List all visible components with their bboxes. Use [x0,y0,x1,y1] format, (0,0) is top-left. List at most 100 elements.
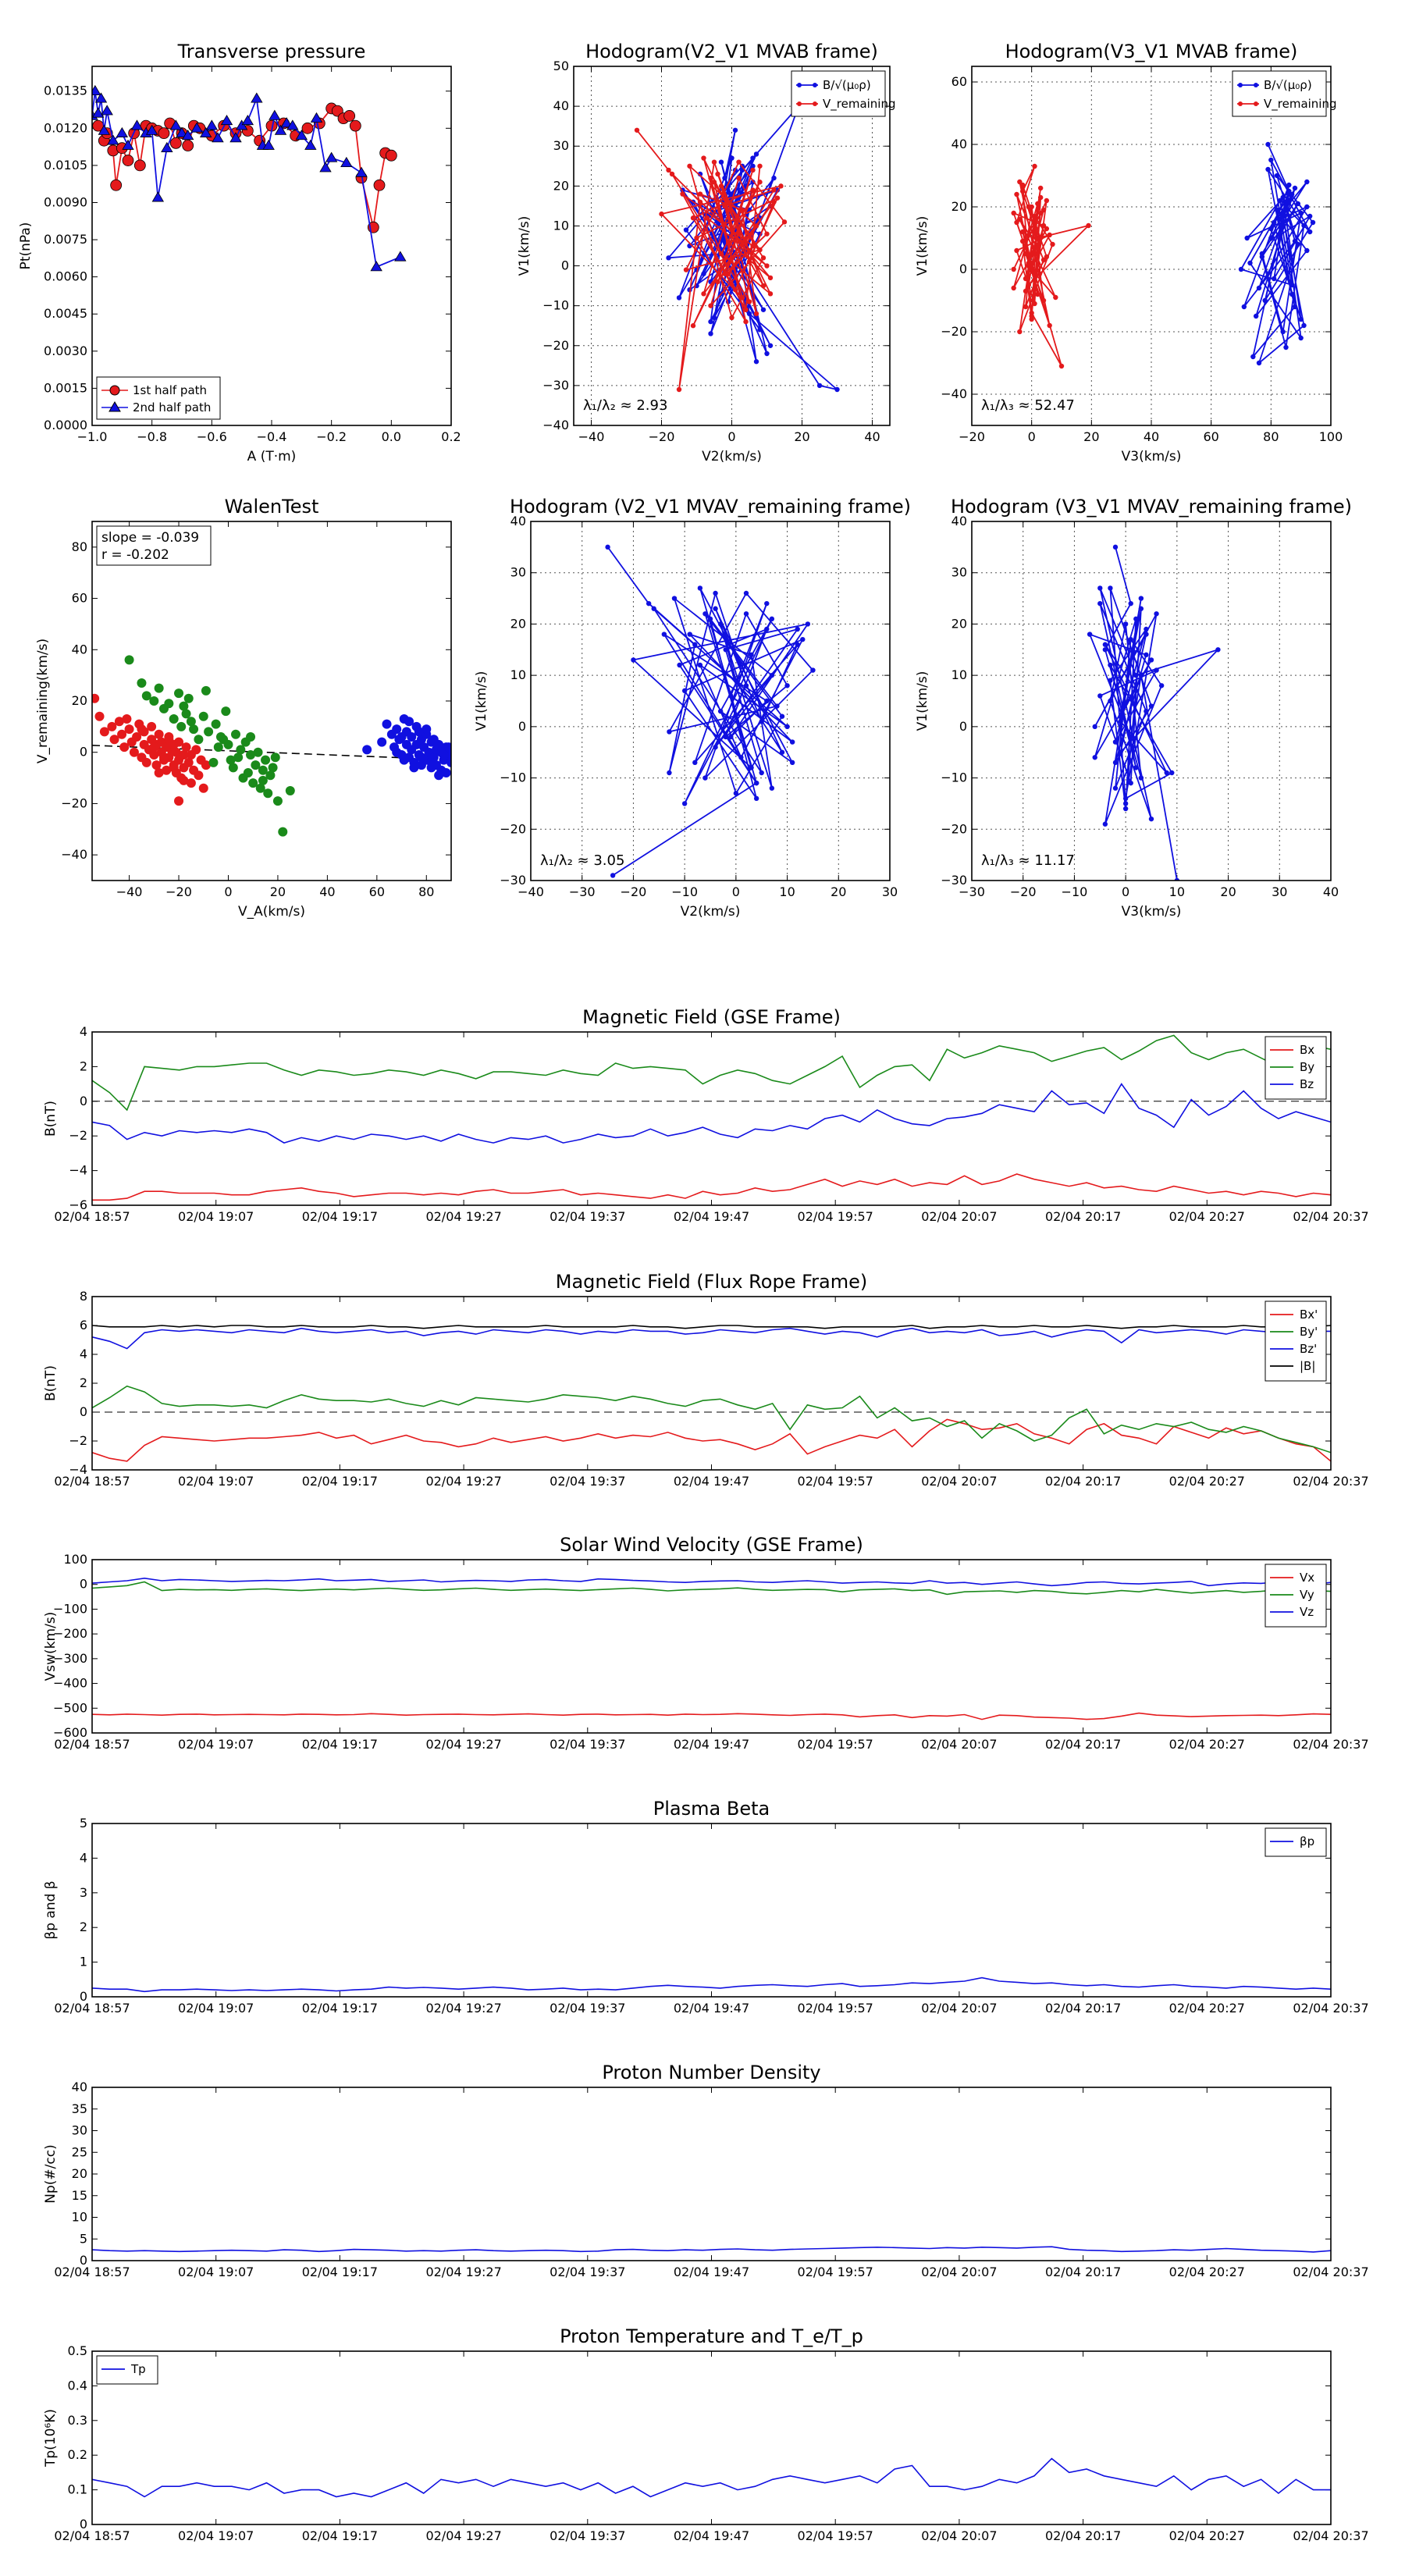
data-point [272,796,283,806]
data-point [757,247,763,253]
data-point [834,386,840,393]
stats-label: r = -0.202 [101,547,169,563]
data-point [717,708,724,714]
plot-area [634,103,840,393]
x-tick-label: 02/04 20:37 [1293,1737,1368,1752]
y-tick-label: −30 [542,378,569,393]
data-point [151,760,162,770]
data-point [646,600,652,607]
legend-label: By' [1300,1325,1318,1339]
data-point [174,796,184,806]
data-point [764,231,770,237]
data-point [1087,632,1093,637]
data-point [1097,600,1103,607]
data-point [736,175,742,181]
data-point [1044,226,1050,232]
data-point [1280,194,1286,201]
data-point [154,729,164,739]
chart-ts6: Proton Temperature and T_e/T_p 0 0.1 0.2 0.3… [43,2325,1369,2543]
legend-marker [108,401,121,412]
x-tick-label: 02/04 20:07 [921,1737,997,1752]
x-tick-label: 02/04 18:57 [54,2265,130,2279]
chart-ts3: Solar Wind Velocity (GSE Frame) −600 −500 −… [43,1534,1369,1752]
x-tick-label: 40 [1144,429,1159,444]
data-point [1133,765,1139,770]
legend [1264,1036,1327,1100]
data-point [671,596,678,601]
y-tick-label: 4 [80,1347,87,1361]
data-point [255,783,265,793]
data-point [151,191,165,202]
data-point [715,279,720,285]
x-tick-label: 02/04 20:27 [1169,1474,1245,1489]
data-point [205,119,219,130]
data-point [739,207,745,213]
y-tick-label: 2 [80,1920,87,1934]
x-tick-label: −0.6 [197,429,227,444]
series-blue [362,714,451,781]
data-point [261,755,271,765]
x-tick-label: 02/04 20:27 [1169,2528,1245,2543]
x-tick-label: 0 [224,884,232,899]
data-point [228,763,238,773]
data-point [757,327,763,333]
data-point [711,315,717,321]
data-point [1133,688,1139,694]
y-tick-label: −6 [69,1197,87,1212]
chart-title: Proton Number Density [602,2062,820,2083]
data-point [707,616,713,622]
y-tick-label: 1 [80,1955,87,1969]
x-tick-label: 02/04 20:27 [1169,1209,1245,1224]
data-point [1050,241,1055,247]
x-tick-label: −1.0 [77,429,108,444]
x-tick-label: 02/04 20:17 [1045,1737,1121,1752]
series-line [92,1325,1331,1329]
x-tick-label: 20 [270,884,286,899]
data-point [1154,611,1159,617]
data-point [137,724,147,735]
data-point [1097,693,1103,699]
chart-title: Hodogram(V3_V1 MVAB frame) [1005,41,1298,62]
data-point [690,215,696,221]
legend [96,376,221,420]
data-point [92,693,100,703]
data-point [243,768,253,777]
data-point [736,159,742,165]
data-point [110,179,123,191]
y-tick-label: −20 [941,324,967,339]
data-point [1026,263,1032,269]
data-point [713,744,718,750]
data-point [692,760,698,766]
chart-title: WalenTest [225,496,319,518]
chart-title: Transverse pressure [177,41,366,62]
data-point [1144,632,1149,637]
data-point [194,770,204,781]
y-tick-label: 25 [72,2144,87,2159]
data-point [1032,213,1037,219]
fit-line [91,745,452,761]
chart-ts2: Magnetic Field (Flux Rope Frame) −4 −2 0 2 4 6… [43,1271,1369,1489]
x-tick-label: 02/04 19:47 [674,1209,749,1224]
plot-area [1087,544,1221,881]
data-point [414,727,424,737]
x-tick-label: −30 [569,884,596,899]
y-tick-label: 5 [80,1816,87,1831]
y-axis-label: V1(km/s) [915,216,930,276]
x-tick-label: −40 [518,884,544,899]
legend [791,70,886,117]
data-point [784,683,790,688]
data-point [145,124,158,135]
x-tick-label: 02/04 20:37 [1293,2001,1368,2016]
x-tick-label: 02/04 19:17 [302,2001,378,2016]
data-point [158,127,170,140]
data-point [1138,775,1144,781]
data-point [253,747,263,757]
plot-frame [91,1559,1332,1734]
data-point [701,271,706,276]
x-tick-label: 80 [1263,429,1279,444]
y-tick-label: 20 [951,616,967,631]
series-line [92,1327,1331,1350]
data-point [190,122,203,133]
data-point [743,611,749,617]
data-point [147,721,157,731]
